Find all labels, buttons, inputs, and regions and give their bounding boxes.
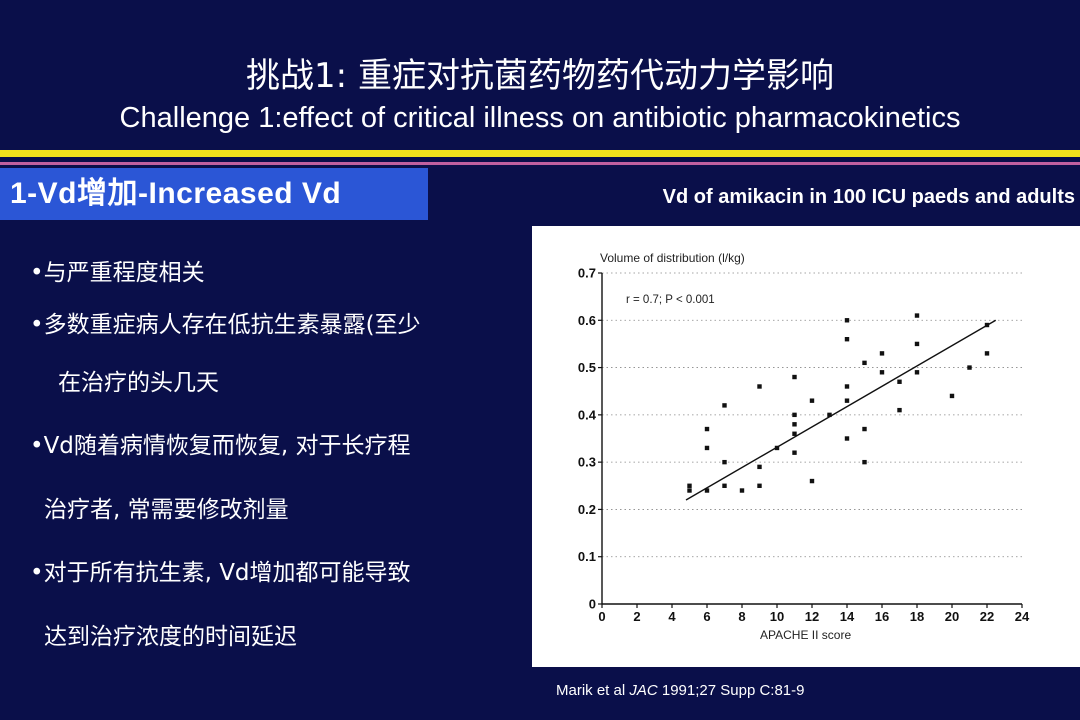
data-point: [722, 459, 727, 465]
data-point: [862, 360, 867, 366]
y-tick-label: 0.4: [578, 407, 597, 422]
regression-line: [685, 319, 997, 501]
x-axis-label: APACHE II score: [760, 628, 851, 642]
data-point: [914, 341, 920, 347]
data-point: [809, 398, 815, 403]
data-point: [792, 431, 797, 436]
y-tick-label: 0.2: [578, 502, 596, 517]
chart-heading: Vd of amikacin in 100 ICU paeds and adul…: [662, 186, 1075, 208]
y-axis-label: Volume of distribution (l/kg): [600, 251, 745, 265]
title-divider-yellow: [0, 150, 1080, 157]
y-tick-label: 0.3: [578, 455, 596, 470]
data-point: [792, 412, 797, 418]
data-point: [704, 445, 710, 451]
x-tick-label: 12: [805, 609, 819, 624]
data-point: [862, 426, 867, 432]
x-tick-label: 10: [770, 609, 784, 624]
x-tick-label: 4: [668, 609, 676, 624]
data-point: [984, 322, 990, 328]
x-tick-label: 16: [875, 609, 889, 624]
data-point: [897, 379, 902, 384]
regression-line-group: [685, 319, 997, 501]
y-tick-label: 0.1: [578, 549, 596, 564]
bullet-line-7: 达到治疗浓度的时间延迟: [44, 624, 297, 650]
data-point: [879, 351, 885, 356]
data-point: [827, 412, 832, 418]
data-point: [792, 374, 797, 380]
scatter-chart: Volume of distribution (l/kg) r = 0.7; P…: [578, 251, 1030, 642]
data-point: [862, 459, 867, 465]
data-point: [704, 426, 710, 432]
data-point: [739, 488, 745, 493]
axes: [598, 272, 1023, 608]
data-point: [687, 483, 692, 488]
citation-author: Marik et al: [556, 682, 630, 699]
y-tick-label: 0.7: [578, 266, 596, 281]
data-point: [844, 436, 850, 441]
x-tick-label: 18: [910, 609, 924, 624]
bullet-line-2: •多数重症病人存在低抗生素暴露(至少: [30, 312, 421, 338]
x-tick-label: 0: [598, 609, 605, 624]
slide-title-en: Challenge 1:effect of critical illness o…: [119, 102, 961, 134]
data-point: [844, 337, 850, 342]
bullet-line-6: •对于所有抗生素, Vd增加都可能导致: [30, 560, 411, 586]
chart-panel: Volume of distribution (l/kg) r = 0.7; P…: [532, 226, 1080, 667]
bullet-line-3: 在治疗的头几天: [58, 370, 219, 396]
x-tick-label: 2: [633, 609, 640, 624]
citation-details: 1991;27 Supp C:81-9: [657, 682, 805, 699]
data-point: [984, 351, 990, 356]
data-point: [792, 450, 797, 455]
y-tick-label: 0.6: [578, 313, 596, 328]
slide-title-zh: 挑战1: 重症对抗菌药物药代动力学影响: [246, 56, 834, 96]
y-tick-label: 0.5: [578, 360, 596, 375]
grid-lines: [602, 272, 1022, 558]
data-points: [687, 313, 990, 493]
data-point: [722, 483, 727, 488]
data-point: [844, 398, 850, 403]
data-point: [879, 370, 885, 375]
x-tick-label: 22: [980, 609, 994, 624]
data-point: [844, 318, 850, 323]
data-point: [914, 313, 920, 318]
title-divider-pink: [0, 162, 1080, 165]
data-point: [792, 422, 797, 427]
data-point: [774, 445, 780, 451]
x-tick-label: 8: [738, 609, 745, 624]
bullet-line-4: •Vd随着病情恢复而恢复, 对于长疗程: [30, 433, 411, 459]
data-point: [949, 393, 955, 399]
x-tick-label: 6: [703, 609, 710, 624]
data-point: [967, 365, 972, 370]
data-point: [809, 478, 815, 484]
x-tick-label: 14: [840, 609, 855, 624]
citation-journal: JAC: [629, 682, 658, 699]
correlation-annotation: r = 0.7; P < 0.001: [626, 294, 715, 306]
data-point: [704, 488, 710, 493]
data-point: [914, 370, 920, 375]
data-point: [757, 384, 762, 389]
bullet-line-5: 治疗者, 常需要修改剂量: [44, 497, 289, 523]
data-point: [757, 464, 762, 470]
tick-labels: 00.10.20.30.40.50.60.70 2 4 6 8 10 12 14 16 18 20 2…: [578, 266, 1030, 625]
y-tick-label: 0: [589, 597, 596, 612]
section-heading: 1-Vd增加-Increased Vd: [0, 168, 428, 220]
data-point: [844, 384, 850, 389]
citation: Marik et al JAC 1991;27 Supp C:81-9: [556, 682, 804, 699]
x-tick-label: 24: [1015, 609, 1030, 624]
x-tick-label: 20: [945, 609, 959, 624]
data-point: [897, 407, 902, 413]
data-point: [687, 488, 692, 493]
bullet-line-1: •与严重程度相关: [30, 260, 205, 286]
data-point: [757, 483, 762, 488]
data-point: [722, 403, 727, 408]
